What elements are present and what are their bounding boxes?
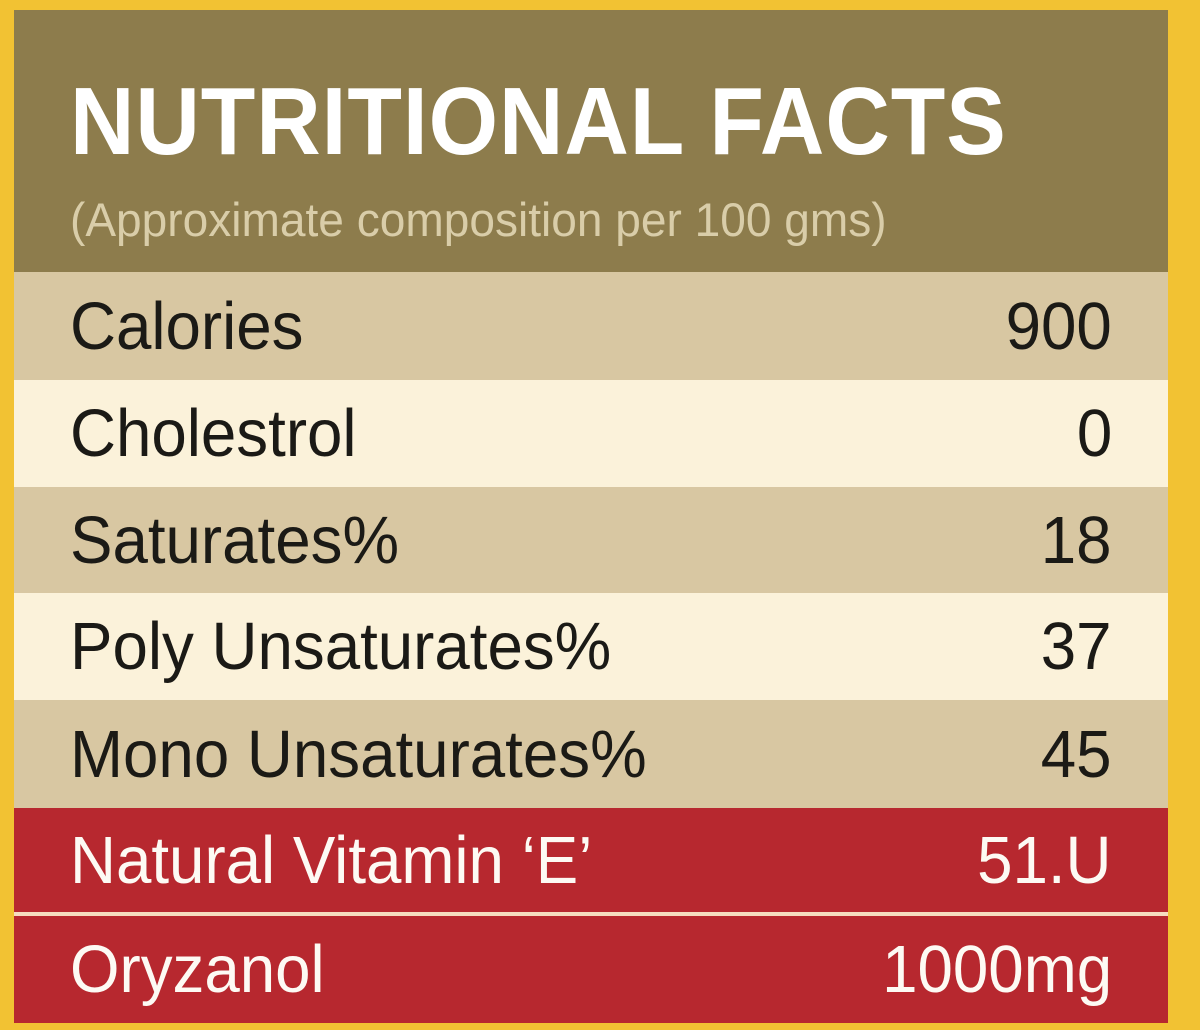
nutrition-header: NUTRITIONAL FACTS (Approximate compositi… [14, 10, 1168, 272]
nutrient-label: Poly Unsaturates% [70, 609, 612, 684]
row-divider [14, 912, 1168, 916]
nutrient-label: Saturates% [70, 502, 400, 578]
nutrition-row-poly-unsaturates: Poly Unsaturates% 37 [14, 593, 1168, 700]
nutrition-title: NUTRITIONAL FACTS [70, 68, 1007, 175]
nutrient-label: Natural Vitamin ‘E’ [70, 822, 593, 898]
nutrient-value: 51.U [977, 822, 1112, 898]
nutrient-value: 900 [1005, 288, 1112, 364]
nutrient-value: 0 [1076, 396, 1112, 471]
nutrient-label: Oryzanol [70, 932, 325, 1007]
nutrient-value: 37 [1041, 609, 1112, 684]
nutrition-row-mono-unsaturates: Mono Unsaturates% 45 [14, 700, 1168, 808]
nutrition-row-oryzanol: Oryzanol 1000mg [14, 916, 1168, 1023]
nutrition-row-calories: Calories 900 [14, 272, 1168, 380]
nutrient-value: 45 [1041, 716, 1112, 792]
nutrient-label: Mono Unsaturates% [70, 716, 647, 792]
nutrition-facts-panel: NUTRITIONAL FACTS (Approximate compositi… [14, 10, 1168, 1023]
nutrition-subtitle: (Approximate composition per 100 gms) [70, 193, 887, 246]
nutrition-row-cholestrol: Cholestrol 0 [14, 380, 1168, 487]
nutrient-label: Cholestrol [70, 396, 357, 471]
nutrition-row-saturates: Saturates% 18 [14, 487, 1168, 593]
nutrient-value: 18 [1041, 502, 1112, 578]
nutrient-label: Calories [70, 288, 304, 364]
nutrition-table: Calories 900 Cholestrol 0 Saturates% 18 … [14, 272, 1168, 1023]
nutrition-row-vitamin-e: Natural Vitamin ‘E’ 51.U [14, 808, 1168, 912]
nutrient-value: 1000mg [881, 932, 1112, 1007]
